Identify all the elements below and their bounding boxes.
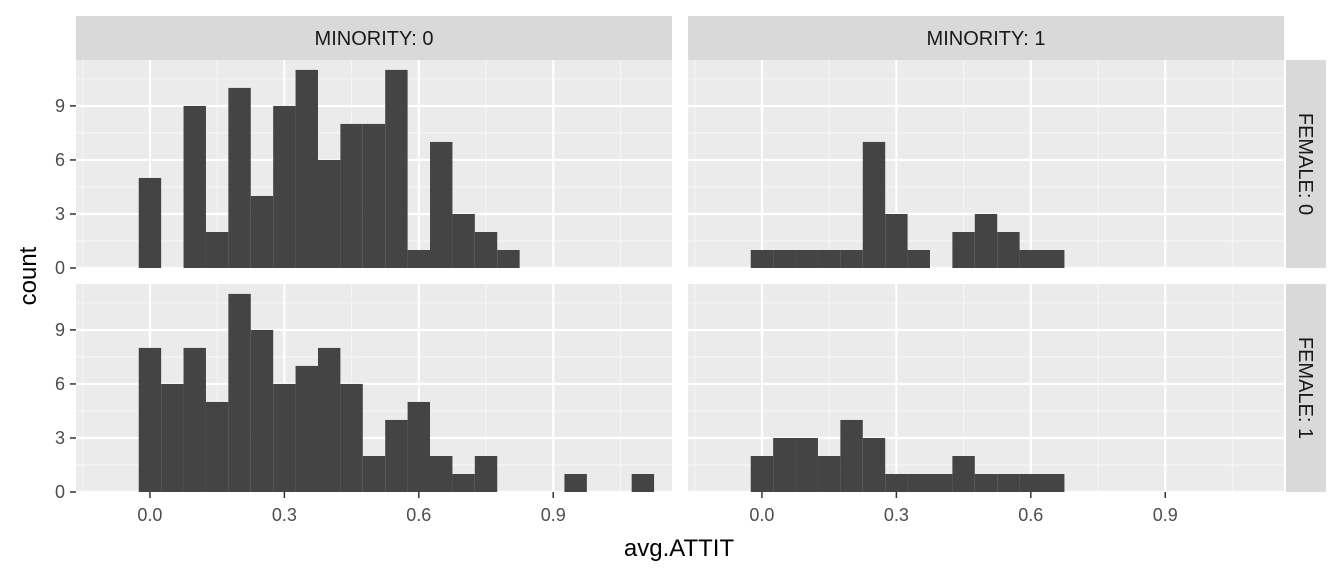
facet-strip-label: FEMALE: 0 (1294, 113, 1316, 215)
histogram-bar (817, 249, 841, 268)
histogram-bar (564, 473, 587, 492)
histogram-bar (340, 383, 363, 492)
x-tick-label: 0.3 (272, 505, 297, 525)
panels-layer: MINORITY: 0 MINORITY: 1 FEMALE: 0 FEMALE: 1… (55, 16, 1326, 525)
histogram-bar (929, 473, 953, 492)
histogram-bar (317, 159, 341, 268)
histogram-bar (997, 231, 1020, 268)
histogram-bar (250, 329, 274, 492)
histogram-bar (474, 231, 498, 268)
histogram-bar (750, 455, 774, 492)
x-tick-label: 0.0 (137, 505, 162, 525)
histogram-bar (862, 437, 886, 492)
histogram-bar (1019, 473, 1043, 492)
y-tick-label: 3 (55, 428, 65, 448)
histogram-bar (138, 177, 162, 268)
histogram-bar (407, 401, 431, 492)
y-tick-label: 0 (55, 258, 65, 278)
histogram-bar (750, 249, 774, 268)
facet-strip-label: MINORITY: 1 (927, 28, 1046, 50)
histogram-bar (497, 249, 520, 268)
histogram-bar (228, 87, 251, 268)
histogram-bar (1042, 473, 1065, 492)
histogram-bar (295, 69, 318, 269)
histogram-bar (385, 69, 408, 269)
histogram-bar (1019, 249, 1043, 268)
histogram-bar (362, 455, 386, 492)
histogram-bar (862, 141, 886, 268)
x-tick-label: 0.6 (1018, 505, 1043, 525)
histogram-bar (273, 383, 296, 492)
histogram-bar (273, 105, 296, 268)
histogram-bar (161, 383, 184, 492)
facet-strip-row (1286, 284, 1326, 492)
facet-strip-label: FEMALE: 1 (1294, 337, 1316, 439)
histogram-bar (631, 473, 655, 492)
histogram-bar (817, 455, 841, 492)
x-tick-label: 0.0 (749, 505, 774, 525)
histogram-bar (885, 473, 908, 492)
facet-strip-col (76, 16, 672, 60)
y-tick-label: 6 (55, 150, 65, 170)
x-tick-label: 0.9 (541, 505, 566, 525)
histogram-bar (228, 293, 251, 492)
histogram-bar (407, 249, 431, 268)
histogram-bar (138, 347, 162, 492)
histogram-bar (795, 437, 818, 492)
histogram-bar (974, 473, 998, 492)
histogram-bar (907, 249, 930, 268)
histogram-bar (452, 473, 475, 492)
histogram-bar (952, 455, 975, 492)
histogram-bar (183, 347, 206, 492)
x-axis-title: avg.ATTIT (624, 535, 735, 562)
histogram-bar (997, 473, 1020, 492)
histogram-bar (183, 105, 206, 268)
histogram-bar (317, 347, 341, 492)
y-axis-title: count (15, 246, 42, 305)
histogram-bar (205, 401, 229, 492)
histogram-bar (795, 249, 818, 268)
histogram-bar (362, 123, 386, 269)
histogram-bar (295, 365, 318, 492)
x-tick-label: 0.6 (406, 505, 431, 525)
facet-strip-row (1286, 60, 1326, 268)
histogram-bar (250, 195, 274, 268)
histogram-bar (952, 231, 975, 268)
y-tick-label: 9 (55, 320, 65, 340)
histogram-bar (974, 213, 998, 268)
y-tick-label: 3 (55, 204, 65, 224)
x-tick-label: 0.9 (1153, 505, 1178, 525)
histogram-bar (885, 213, 908, 268)
histogram-bar (840, 419, 863, 492)
histogram-bar (1042, 249, 1065, 268)
histogram-bar (773, 437, 796, 492)
histogram-bar (452, 213, 475, 268)
histogram-bar (205, 231, 229, 268)
histogram-bar (430, 455, 453, 492)
histogram-bar (385, 419, 408, 492)
histogram-bar (773, 249, 796, 268)
histogram-bar (840, 249, 863, 268)
facet-strip-label: MINORITY: 0 (315, 28, 434, 50)
x-tick-label: 0.3 (884, 505, 909, 525)
histogram-bar (340, 123, 363, 269)
y-tick-label: 9 (55, 96, 65, 116)
histogram-bar (474, 455, 498, 492)
y-tick-label: 6 (55, 374, 65, 394)
histogram-bar (430, 141, 453, 268)
y-tick-label: 0 (55, 482, 65, 502)
histogram-bar (907, 473, 930, 492)
facet-strip-col (688, 16, 1284, 60)
